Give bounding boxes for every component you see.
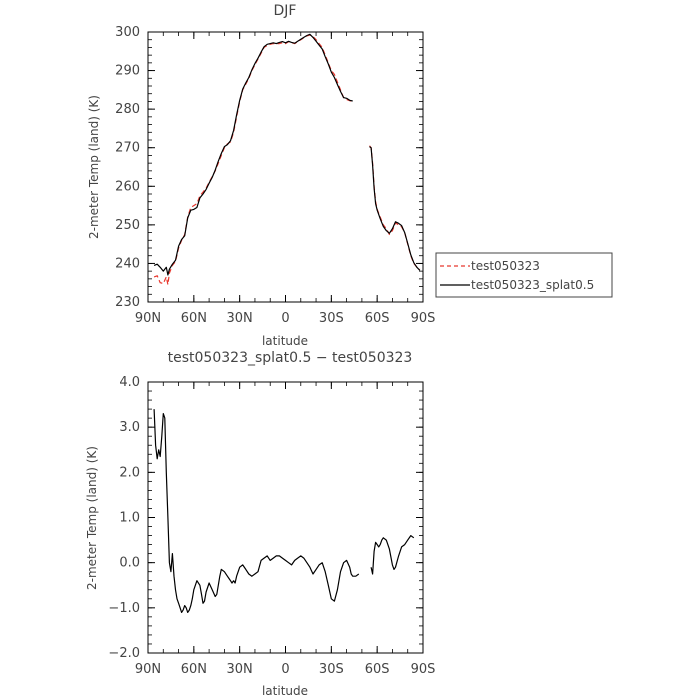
bottom-panel: test050323_splat0.5 − test050323 −2.0 −1.…: [85, 350, 435, 698]
top-panel-title: DJF: [274, 3, 297, 19]
top-y-tick-label: 260: [115, 179, 140, 194]
top-x-tick-label: 30S: [319, 311, 344, 326]
bottom-y-tick-label: 3.0: [119, 420, 140, 435]
bottom-y-axis-title: 2-meter Temp (land) (K): [85, 446, 99, 590]
top-x-tick-label: 60S: [365, 311, 390, 326]
bottom-x-ticks: 90N 60N 30N 0 30S 60S 90S: [135, 382, 436, 677]
top-panel: DJF 230 240 250 260 270 280 290 300 90N 60N 30N 0 3…: [87, 3, 435, 348]
top-x-tick-label: 30N: [227, 311, 253, 326]
legend-box: [435, 252, 613, 298]
top-y-tick-label: 300: [115, 25, 140, 40]
top-x-axis-title: latitude: [262, 334, 308, 348]
bottom-y-tick-label: 2.0: [119, 465, 140, 480]
top-x-tick-label: 90N: [135, 311, 161, 326]
top-x-tick-label: 90S: [411, 311, 436, 326]
legend-label-splat: test050323_splat0.5: [471, 278, 594, 292]
bottom-series-0-segment-0: [153, 409, 360, 614]
top-y-axis-title: 2-meter Temp (land) (K): [87, 95, 101, 239]
legend: test050323 test050323_splat0.5: [435, 252, 613, 298]
top-series-1-segment-0: [153, 33, 353, 276]
top-x-tick-label: 0: [281, 311, 289, 326]
bottom-x-tick-label: 30N: [227, 662, 253, 677]
bottom-x-axis-title: latitude: [262, 684, 308, 698]
top-series-lines: [153, 33, 421, 286]
top-y-tick-label: 290: [115, 64, 140, 79]
bottom-x-tick-label: 60S: [365, 662, 390, 677]
top-y-tick-label: 230: [115, 295, 140, 310]
bottom-x-tick-label: 60N: [181, 662, 207, 677]
top-series-0-segment-0: [153, 34, 353, 286]
bottom-y-tick-label: 1.0: [119, 511, 140, 526]
bottom-x-tick-label: 90S: [411, 662, 436, 677]
top-y-ticks: 230 240 250 260 270 280 290 300: [115, 25, 423, 310]
bottom-series-lines: [153, 409, 415, 614]
top-x-ticks: 90N 60N 30N 0 30S 60S 90S: [135, 32, 436, 326]
legend-label-test050323: test050323: [471, 259, 540, 273]
bottom-x-tick-label: 30S: [319, 662, 344, 677]
top-y-tick-label: 270: [115, 141, 140, 156]
bottom-y-ticks: −2.0 −1.0 0.0 1.0 2.0 3.0 4.0: [108, 375, 423, 661]
bottom-plot-frame: [147, 381, 424, 654]
bottom-y-tick-label: −1.0: [108, 601, 140, 616]
bottom-series-0-segment-1: [370, 534, 415, 575]
top-y-tick-label: 280: [115, 102, 140, 117]
top-series-1-segment-1: [369, 146, 421, 271]
bottom-y-tick-label: 4.0: [119, 375, 140, 390]
top-y-tick-label: 240: [115, 256, 140, 271]
top-y-tick-label: 250: [115, 218, 140, 233]
bottom-panel-title: test050323_splat0.5 − test050323: [168, 350, 413, 366]
bottom-y-tick-label: 0.0: [119, 556, 140, 571]
top-plot-frame: [147, 31, 424, 303]
top-x-tick-label: 60N: [181, 311, 207, 326]
bottom-x-tick-label: 90N: [135, 662, 161, 677]
bottom-y-tick-label: −2.0: [108, 646, 140, 661]
bottom-x-tick-label: 0: [281, 662, 289, 677]
